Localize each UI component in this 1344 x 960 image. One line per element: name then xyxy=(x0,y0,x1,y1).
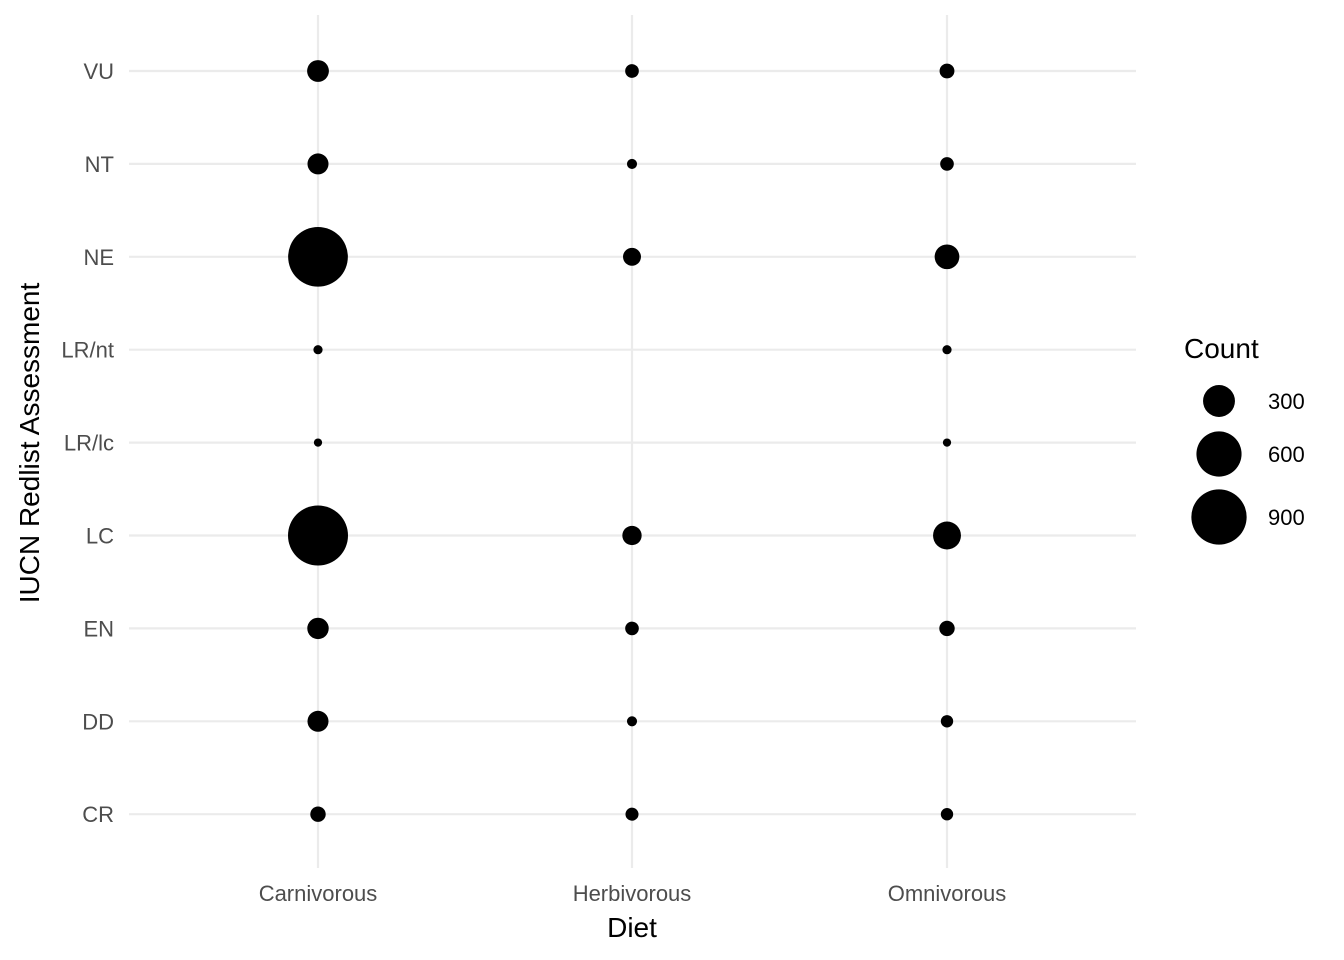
point-omnivorous-vu xyxy=(939,63,955,79)
legend-key-900 xyxy=(1191,489,1247,545)
point-carnivorous-cr xyxy=(310,806,326,822)
point-herbivorous-ne xyxy=(623,247,641,266)
legend-label-300: 300 xyxy=(1268,389,1305,414)
point-herbivorous-cr xyxy=(625,807,639,821)
point-carnivorous-en xyxy=(307,617,329,640)
point-herbivorous-lc xyxy=(622,525,642,546)
point-omnivorous-cr xyxy=(940,808,954,821)
point-carnivorous-lr-lc xyxy=(313,438,323,447)
x-tick-label: Carnivorous xyxy=(259,881,378,906)
point-omnivorous-lr-lc xyxy=(942,438,952,447)
y-axis-title: IUCN Redlist Assessment xyxy=(14,283,45,604)
y-tick-label: VU xyxy=(83,59,114,84)
legend-label-900: 900 xyxy=(1268,505,1305,530)
point-herbivorous-vu xyxy=(625,64,639,78)
x-tick-label: Omnivorous xyxy=(888,881,1007,906)
point-herbivorous-dd xyxy=(626,716,638,727)
y-tick-label: NE xyxy=(83,245,114,270)
point-omnivorous-ne xyxy=(934,244,960,270)
y-tick-label: NT xyxy=(85,152,114,177)
y-tick-label: LR/lc xyxy=(64,431,114,456)
legend-title: Count xyxy=(1184,333,1259,364)
point-omnivorous-en xyxy=(939,620,955,637)
y-tick-label: DD xyxy=(82,709,114,734)
point-carnivorous-lr-nt xyxy=(313,345,323,355)
legend-label-600: 600 xyxy=(1268,442,1305,467)
point-omnivorous-nt xyxy=(940,157,954,171)
point-carnivorous-ne xyxy=(288,226,348,287)
data-points xyxy=(288,60,961,822)
legend-key-300 xyxy=(1203,385,1235,417)
legend-key-600 xyxy=(1196,431,1242,477)
point-herbivorous-en xyxy=(625,621,639,636)
grid-lines xyxy=(129,15,1136,868)
point-herbivorous-nt xyxy=(626,158,638,169)
y-tick-label: LC xyxy=(86,524,114,549)
x-tick-label: Herbivorous xyxy=(573,881,692,906)
point-omnivorous-dd xyxy=(940,715,954,728)
point-carnivorous-dd xyxy=(307,710,329,732)
x-axis-tick-labels: Carnivorous Herbivorous Omnivorous xyxy=(259,881,1007,906)
y-tick-label: EN xyxy=(83,616,114,641)
point-carnivorous-nt xyxy=(307,153,329,175)
x-axis-title: Diet xyxy=(607,912,657,943)
point-omnivorous-lc xyxy=(933,521,961,550)
y-tick-label: LR/nt xyxy=(61,338,114,363)
point-omnivorous-lr-nt xyxy=(942,345,952,355)
y-tick-label: CR xyxy=(82,802,114,827)
size-legend: Count 300 600 900 xyxy=(1184,333,1305,545)
point-carnivorous-lc xyxy=(288,505,348,566)
y-axis-tick-labels: CR DD EN LC LR/lc LR/nt NE NT VU xyxy=(61,59,114,827)
point-carnivorous-vu xyxy=(307,60,329,82)
